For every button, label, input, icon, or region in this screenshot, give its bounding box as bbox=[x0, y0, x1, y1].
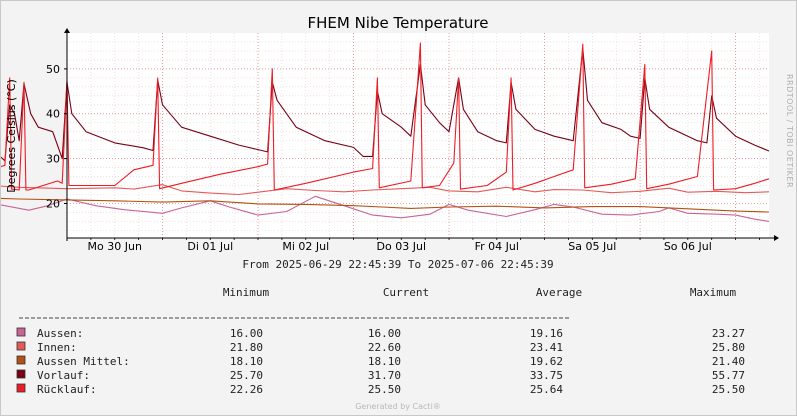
chart-title: FHEM Nibe Temperature bbox=[307, 14, 488, 32]
legend-minimum: 18.10 bbox=[230, 355, 263, 368]
legend-average: 23.41 bbox=[530, 341, 563, 354]
legend-swatch bbox=[16, 341, 26, 351]
plot-area bbox=[67, 33, 769, 238]
y-tick-label: 40 bbox=[46, 108, 60, 121]
x-tick-label: So 06 Jul bbox=[664, 240, 712, 253]
legend-maximum: 55.77 bbox=[712, 369, 745, 382]
legend-maximum: 21.40 bbox=[712, 355, 745, 368]
series-line-innen bbox=[1, 184, 770, 196]
series-line-aussen-mittel bbox=[1, 197, 770, 213]
legend-current: 25.50 bbox=[368, 383, 401, 396]
x-tick-label: Fr 04 Jul bbox=[475, 240, 519, 253]
legend-name: Innen: bbox=[37, 341, 77, 354]
rrdtool-watermark: RRDTOOL / TOBI OETIKER bbox=[785, 74, 794, 188]
y-axis-label: Degrees Celsius (°C) bbox=[5, 79, 18, 193]
legend-average: 19.16 bbox=[530, 327, 563, 340]
y-axis-arrow bbox=[64, 28, 70, 33]
legend-name: Aussen: bbox=[37, 327, 83, 340]
legend-header-current: Current bbox=[383, 286, 429, 299]
date-range-text: From 2025-06-29 22:45:39 To 2025-07-06 2… bbox=[242, 258, 553, 271]
x-tick-label: Mi 02 Jul bbox=[282, 240, 329, 253]
axes bbox=[64, 28, 779, 241]
series-line-aussen bbox=[1, 195, 770, 222]
x-ticks: Mo 30 Jun Di 01 Jul Mi 02 Jul Do 03 Jul Fr 0… bbox=[66, 238, 760, 253]
legend-swatch bbox=[16, 369, 26, 379]
legend-swatch bbox=[16, 355, 26, 365]
legend-average: 19.62 bbox=[530, 355, 563, 368]
legend-minimum: 25.70 bbox=[230, 369, 263, 382]
legend-maximum: 25.80 bbox=[712, 341, 745, 354]
legend: Minimum Current Average Maximum Aussen: 1… bbox=[16, 286, 745, 396]
legend-maximum: 25.50 bbox=[712, 383, 745, 396]
legend-swatch bbox=[16, 383, 26, 393]
legend-average: 25.64 bbox=[530, 383, 563, 396]
x-tick-label: Mo 30 Jun bbox=[88, 240, 142, 253]
series-group bbox=[1, 42, 770, 222]
legend-name: Aussen Mittel: bbox=[37, 355, 130, 368]
legend-current: 31.70 bbox=[368, 369, 401, 382]
legend-average: 33.75 bbox=[530, 369, 563, 382]
x-tick-label: Sa 05 Jul bbox=[568, 240, 616, 253]
legend-header-minimum: Minimum bbox=[223, 286, 270, 299]
legend-current: 16.00 bbox=[368, 327, 401, 340]
legend-swatch bbox=[16, 327, 26, 337]
legend-name: Rücklauf: bbox=[37, 383, 97, 396]
y-tick-label: 20 bbox=[46, 197, 60, 210]
y-tick-label: 30 bbox=[46, 153, 60, 166]
legend-current: 18.10 bbox=[368, 355, 401, 368]
legend-header-average: Average bbox=[536, 286, 582, 299]
legend-minimum: 16.00 bbox=[230, 327, 263, 340]
series-line-r-cklauf bbox=[1, 42, 770, 191]
legend-current: 22.60 bbox=[368, 341, 401, 354]
generated-by-text: Generated by Cacti® bbox=[355, 402, 441, 411]
x-tick-label: Do 03 Jul bbox=[377, 240, 426, 253]
x-tick-label: Di 01 Jul bbox=[187, 240, 233, 253]
legend-minimum: 21.80 bbox=[230, 341, 263, 354]
y-tick-label: 50 bbox=[46, 63, 60, 76]
y-ticks: 20 30 40 50 bbox=[46, 63, 67, 210]
x-axis-arrow bbox=[774, 235, 779, 241]
legend-name: Vorlauf: bbox=[37, 369, 90, 382]
legend-minimum: 22.26 bbox=[230, 383, 263, 396]
legend-maximum: 23.27 bbox=[712, 327, 745, 340]
legend-header-maximum: Maximum bbox=[690, 286, 737, 299]
